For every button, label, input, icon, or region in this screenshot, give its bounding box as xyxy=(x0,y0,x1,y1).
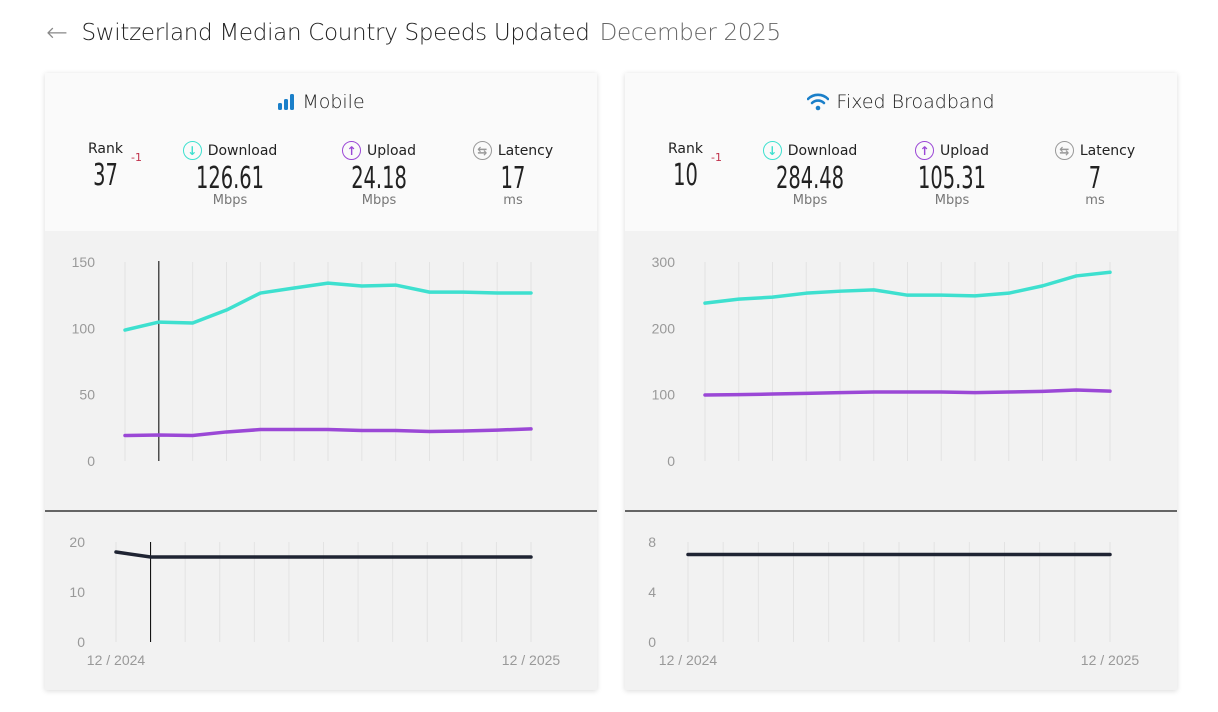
upload-icon: ↑ xyxy=(914,141,934,160)
card-title-text: Fixed Broadband xyxy=(836,91,995,113)
latency-y-tick-label: 0 xyxy=(648,634,656,650)
download-metric: ↓ Download 126.61 Mbps xyxy=(175,141,285,208)
download-unit: Mbps xyxy=(792,193,828,208)
download-value: 126.61 xyxy=(196,161,264,196)
upload-label: Upload xyxy=(366,142,417,159)
y-tick-label: 0 xyxy=(87,453,95,469)
y-tick-label: 150 xyxy=(72,254,96,270)
latency-unit: ms xyxy=(1085,193,1105,208)
rank-value: 37 xyxy=(93,158,118,193)
rank-metric: Rank 10 -1 xyxy=(663,141,722,193)
upload-metric: ↑ Upload 105.31 Mbps xyxy=(902,141,1002,208)
latency-metric: ⇆ Latency 7 ms xyxy=(1050,141,1140,208)
card-header: Mobile Rank 37 -1 ↓ Download 126.61 Mbps ↑… xyxy=(45,73,597,231)
x-end-label: 12 / 2025 xyxy=(502,652,561,668)
upload-metric: ↑ Upload 24.18 Mbps xyxy=(329,141,429,208)
signal-bars-icon xyxy=(278,94,295,110)
upload-value: 105.31 xyxy=(918,161,986,196)
card-title-text: Mobile xyxy=(302,91,365,113)
card-title: Fixed Broadband xyxy=(625,91,1177,113)
fixed-broadband-card: Fixed Broadband Rank 10 -1 ↓ Download 284.… xyxy=(625,73,1177,690)
card-header: Fixed Broadband Rank 10 -1 ↓ Download 284.… xyxy=(625,73,1177,231)
speed-chart[interactable]: 0 100 200 300 0 4 8 12 / 2024 12 / 2025 xyxy=(625,231,1177,690)
download-unit: Mbps xyxy=(212,193,248,208)
latency-value: 17 xyxy=(500,161,526,196)
upload-line xyxy=(123,427,533,438)
title-text: Switzerland Median Country Speeds Update… xyxy=(81,20,590,46)
x-start-label: 12 / 2024 xyxy=(659,652,718,668)
title-date: December 2025 xyxy=(599,20,782,46)
download-value: 284.48 xyxy=(776,161,844,196)
upload-value: 24.18 xyxy=(351,161,407,196)
latency-y-tick-label: 20 xyxy=(69,534,85,550)
wifi-icon xyxy=(807,93,830,111)
latency-y-tick-label: 8 xyxy=(648,534,656,550)
latency-icon: ⇆ xyxy=(1054,141,1074,160)
page-title: ← Switzerland Median Country Speeds Upda… xyxy=(46,18,781,48)
download-label: Download xyxy=(787,142,858,159)
latency-y-tick-label: 10 xyxy=(69,584,85,600)
download-line xyxy=(123,281,533,332)
y-tick-label: 300 xyxy=(652,254,676,270)
y-tick-label: 100 xyxy=(652,387,676,403)
download-icon: ↓ xyxy=(182,141,202,160)
rank-change: -1 xyxy=(711,151,722,164)
upload-unit: Mbps xyxy=(361,193,397,208)
latency-value: 7 xyxy=(1088,161,1102,196)
card-title: Mobile xyxy=(45,91,597,113)
latency-line xyxy=(114,550,533,559)
y-tick-label: 100 xyxy=(72,320,96,336)
download-line xyxy=(703,270,1112,305)
rank-label: Rank xyxy=(88,141,123,157)
rank-change: -1 xyxy=(131,151,142,164)
latency-unit: ms xyxy=(503,193,523,208)
y-tick-label: 200 xyxy=(652,320,676,336)
rank-value: 10 xyxy=(673,158,698,193)
y-tick-label: 0 xyxy=(667,453,675,469)
rank-metric: Rank 37 -1 xyxy=(83,141,142,193)
latency-metric: ⇆ Latency 17 ms xyxy=(468,141,558,208)
upload-icon: ↑ xyxy=(341,141,361,160)
latency-icon: ⇆ xyxy=(472,141,492,160)
download-metric: ↓ Download 284.48 Mbps xyxy=(755,141,865,208)
mobile-card: Mobile Rank 37 -1 ↓ Download 126.61 Mbps ↑… xyxy=(45,73,597,690)
download-label: Download xyxy=(207,142,278,159)
arrow-left-icon[interactable]: ← xyxy=(46,18,68,48)
download-icon: ↓ xyxy=(762,141,782,160)
x-start-label: 12 / 2024 xyxy=(87,652,146,668)
latency-y-tick-label: 4 xyxy=(648,584,656,600)
latency-label: Latency xyxy=(1079,142,1136,159)
upload-line xyxy=(703,388,1112,397)
x-end-label: 12 / 2025 xyxy=(1081,652,1140,668)
upload-label: Upload xyxy=(939,142,990,159)
latency-y-tick-label: 0 xyxy=(77,634,85,650)
y-tick-label: 50 xyxy=(79,387,95,403)
rank-label: Rank xyxy=(668,141,703,157)
speed-chart[interactable]: 0 50 100 150 0 10 20 12 / 2024 12 / 2025 xyxy=(45,231,597,690)
latency-label: Latency xyxy=(497,142,554,159)
upload-unit: Mbps xyxy=(934,193,970,208)
